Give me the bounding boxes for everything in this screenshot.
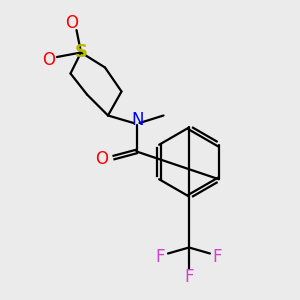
Text: O: O	[95, 150, 108, 168]
Text: N: N	[132, 111, 144, 129]
Text: F: F	[184, 268, 194, 286]
Text: O: O	[42, 51, 56, 69]
Text: F: F	[213, 248, 222, 266]
Text: S: S	[74, 43, 88, 61]
Text: F: F	[156, 248, 165, 266]
Text: O: O	[65, 14, 79, 32]
